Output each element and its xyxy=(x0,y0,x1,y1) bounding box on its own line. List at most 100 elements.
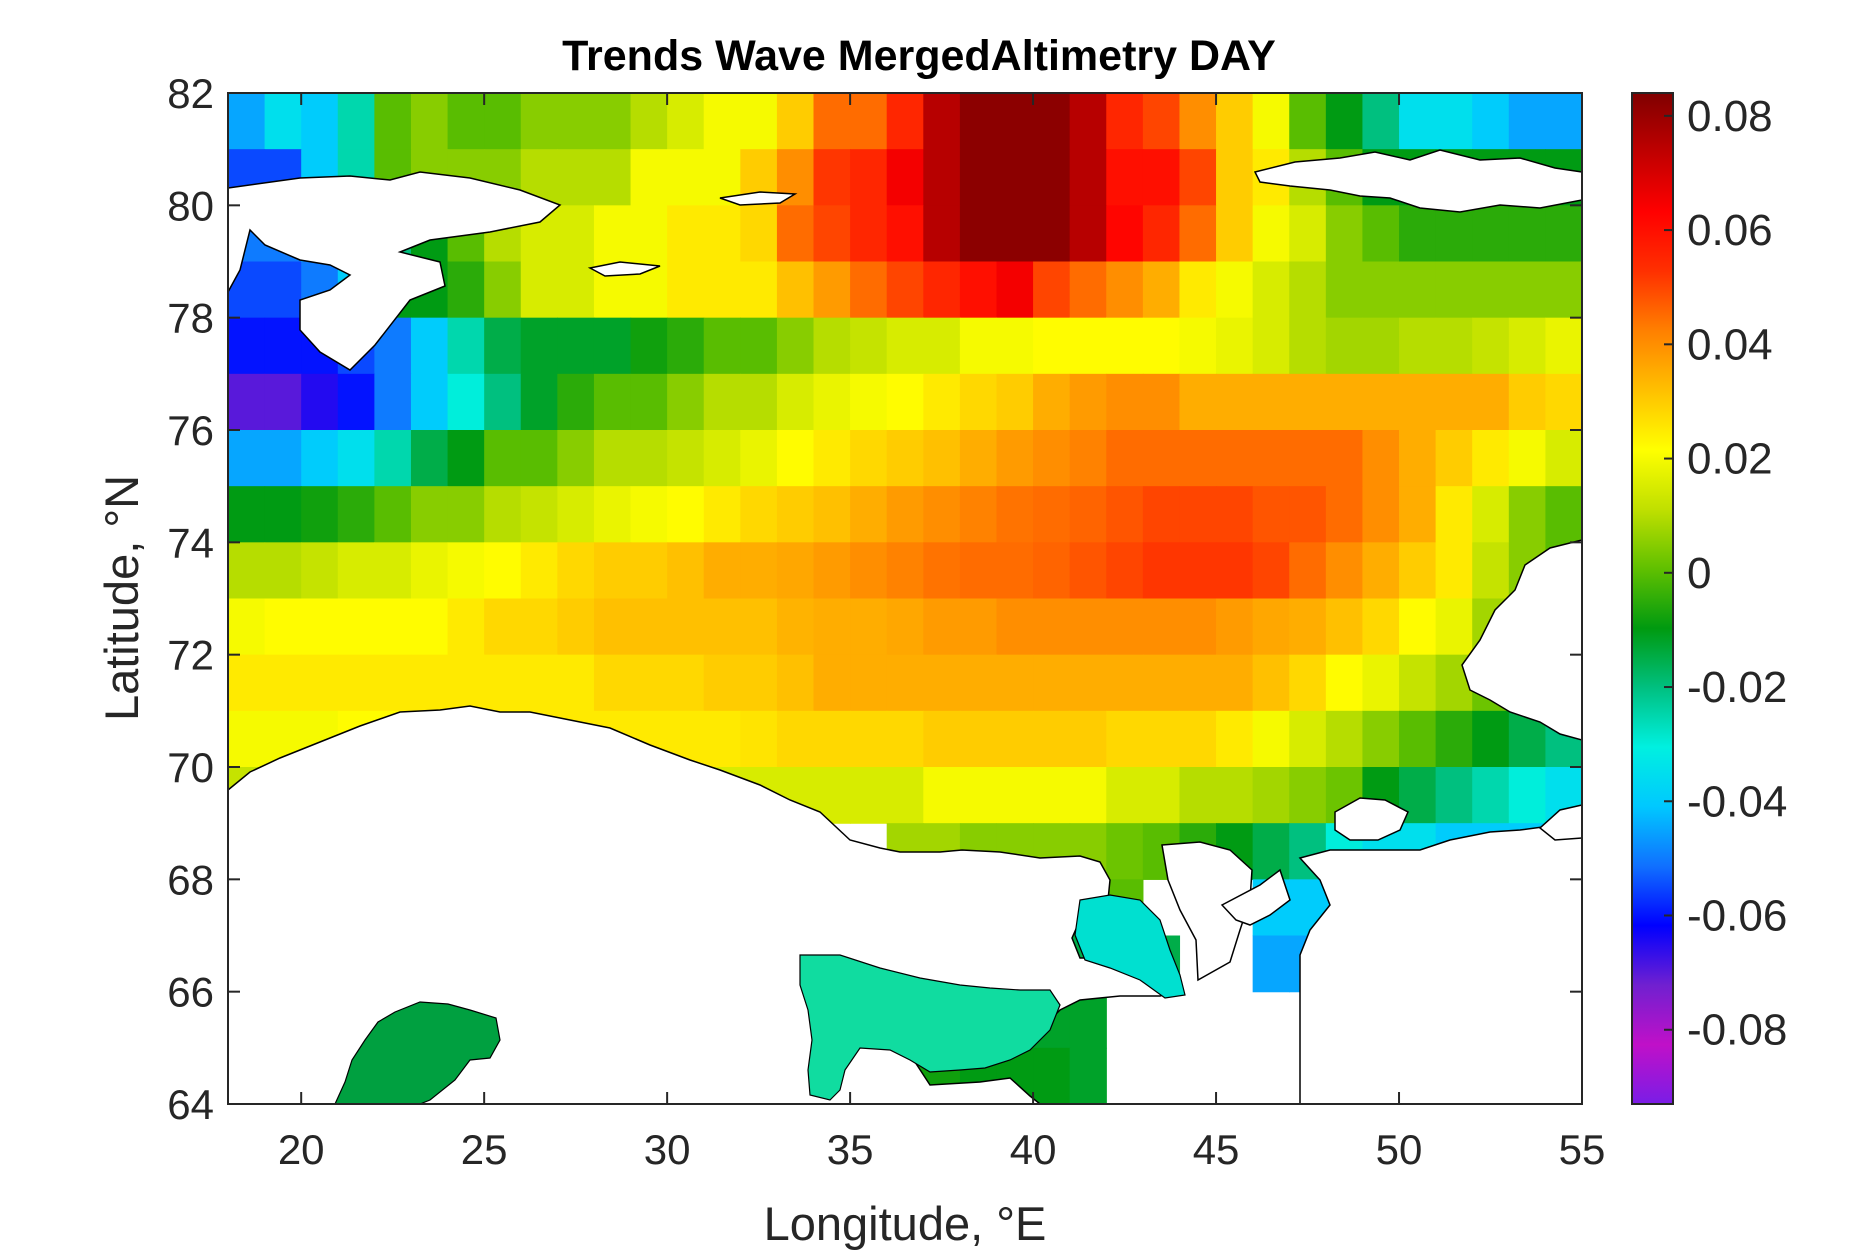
heatmap-cell xyxy=(557,261,595,319)
heatmap-cell xyxy=(1179,373,1217,431)
colorbar-tick-label: 0.08 xyxy=(1687,92,1773,141)
heatmap-cell xyxy=(228,373,266,431)
heatmap-cell xyxy=(740,542,778,600)
heatmap-cell xyxy=(1033,373,1071,431)
land-novaya-zemlya xyxy=(1461,539,1582,741)
heatmap-cell xyxy=(630,542,668,600)
heatmap-cell xyxy=(1106,205,1144,263)
x-tick-label: 20 xyxy=(278,1126,325,1173)
heatmap-cell xyxy=(1033,430,1071,487)
heatmap-cell xyxy=(1435,430,1473,487)
heatmap-cell xyxy=(410,598,449,656)
heatmap-cell xyxy=(923,767,961,824)
heatmap-cell xyxy=(1069,767,1107,824)
heatmap-cell xyxy=(1142,767,1181,824)
heatmap-cell xyxy=(1289,93,1327,150)
heatmap-cell xyxy=(228,317,266,375)
heatmap-cell xyxy=(1362,373,1400,431)
heatmap-cell xyxy=(630,93,668,150)
heatmap-cell xyxy=(1033,317,1071,375)
heatmap-cell xyxy=(813,486,851,543)
heatmap-cell xyxy=(703,317,741,375)
heatmap-cell xyxy=(1106,654,1144,712)
heatmap-cell xyxy=(447,598,485,656)
heatmap-cell xyxy=(1252,93,1290,150)
heatmap-cell xyxy=(1106,542,1144,600)
heatmap-cell xyxy=(996,149,1034,206)
heatmap-cell xyxy=(1216,373,1254,431)
heatmap-cell xyxy=(228,654,266,712)
heatmap-cell xyxy=(557,373,595,431)
heatmap-cell xyxy=(996,486,1034,543)
heatmap-cell xyxy=(667,654,705,712)
heatmap-cell xyxy=(1472,542,1510,600)
heatmap-cell xyxy=(1435,317,1473,375)
heatmap-cell xyxy=(264,261,302,319)
heatmap-cell xyxy=(264,598,302,656)
heatmap-cell xyxy=(301,542,339,600)
heatmap-cell xyxy=(1399,430,1437,487)
heatmap-cell xyxy=(1508,486,1546,543)
land-kola-white-sea-gap xyxy=(1161,841,1253,982)
heatmap-cell xyxy=(1179,486,1217,543)
heatmap-cell xyxy=(886,93,924,150)
heatmap-cell xyxy=(374,654,412,712)
heatmap-cell xyxy=(1289,598,1327,656)
heatmap-cell xyxy=(1252,767,1290,824)
heatmap-cell xyxy=(337,373,375,431)
heatmap-cell xyxy=(630,317,668,375)
heatmap-cell xyxy=(593,486,632,543)
heatmap-cell xyxy=(886,767,924,824)
heatmap-cell xyxy=(484,486,522,543)
heatmap-cell xyxy=(1472,205,1510,263)
y-tick-label: 72 xyxy=(167,632,214,679)
heatmap-cell xyxy=(1252,430,1290,487)
heatmap-cell xyxy=(740,486,778,543)
heatmap-cell xyxy=(1106,149,1144,206)
heatmap-cell xyxy=(1252,598,1290,656)
heatmap-cell xyxy=(337,430,375,487)
heatmap-cell xyxy=(264,542,302,600)
heatmap-cell xyxy=(1508,93,1546,150)
heatmap-cell xyxy=(337,542,375,600)
colorbar-gradient xyxy=(1631,92,1674,1105)
colorbar-tick-label: -0.08 xyxy=(1687,1006,1787,1055)
heatmap-cell xyxy=(1106,767,1144,824)
heatmap-cell xyxy=(1106,823,1144,880)
heatmap-cell xyxy=(1399,486,1437,543)
heatmap-cell xyxy=(1069,654,1107,712)
heatmap-cell xyxy=(1289,654,1327,712)
inland-water-bodies xyxy=(334,894,1186,1104)
heatmap-cell xyxy=(1106,317,1144,375)
heatmap-cell xyxy=(776,373,815,431)
heatmap-cell xyxy=(1069,149,1107,206)
colorbar-tick-label: 0.02 xyxy=(1687,435,1773,484)
heatmap-cell xyxy=(1179,430,1217,487)
heatmap-cell xyxy=(484,373,522,431)
heatmap-cell xyxy=(1362,710,1400,768)
heatmap-cell xyxy=(1142,261,1181,319)
heatmap-cell xyxy=(264,317,302,375)
heatmap-cell xyxy=(1472,767,1510,824)
heatmap-cell xyxy=(923,430,961,487)
heatmap-cell xyxy=(1289,710,1327,768)
heatmap-cell xyxy=(813,261,851,319)
plot-axes: 20 25 30 35 40 45 50 55 82 80 78 76 74 72 70 68 66 64 xyxy=(167,70,1605,1173)
heatmap-cell xyxy=(703,486,741,543)
heatmap-cell xyxy=(1472,317,1510,375)
heatmap-cell xyxy=(1252,373,1290,431)
heatmap-cell xyxy=(1142,654,1181,712)
heatmap-cell xyxy=(923,205,961,263)
heatmap-cell xyxy=(264,486,302,543)
heatmap-cell xyxy=(776,317,815,375)
heatmap-cell xyxy=(996,430,1034,487)
heatmap-cell xyxy=(410,486,449,543)
heatmap-cell xyxy=(996,710,1034,768)
heatmap-cell xyxy=(264,373,302,431)
heatmap-cell xyxy=(1545,261,1582,319)
heatmap-cell xyxy=(1252,823,1290,880)
heatmap-cell xyxy=(1033,205,1071,263)
heatmap-cell xyxy=(228,486,266,543)
x-tick-label: 45 xyxy=(1193,1126,1240,1173)
